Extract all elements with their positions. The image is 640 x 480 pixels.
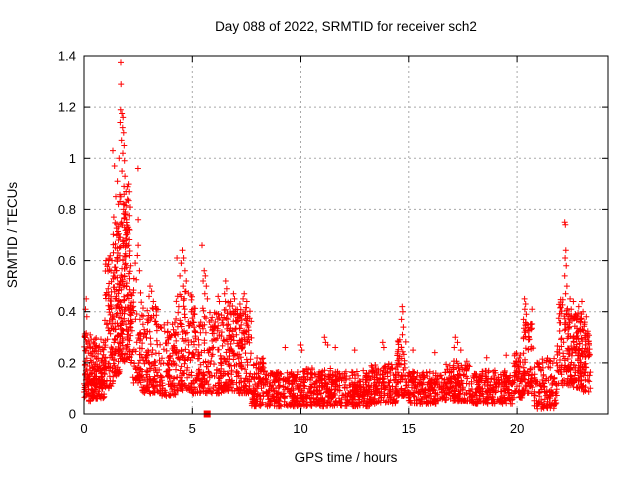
x-tick-label: 0 xyxy=(80,421,87,436)
y-tick-label: 0.4 xyxy=(58,304,76,319)
y-tick-label: 0.2 xyxy=(58,355,76,370)
x-tick-label: 5 xyxy=(189,421,196,436)
y-tick-label: 1.4 xyxy=(58,49,76,64)
axis-tick-labels: 0 5 10 15 20 0 0.2 0.4 0.6 0.8 1 1.2 1.4 xyxy=(58,49,524,437)
axis-ticks xyxy=(83,55,608,415)
y-tick-label: 1 xyxy=(69,151,76,166)
x-tick-label: 10 xyxy=(293,421,307,436)
plot-border xyxy=(83,55,609,415)
x-axis-label: GPS time / hours xyxy=(295,450,398,465)
y-axis-label: SRMTID / TECUs xyxy=(5,182,20,289)
x-tick-label: 15 xyxy=(402,421,416,436)
scatter-plus-markers xyxy=(81,59,594,412)
y-tick-label: 0.8 xyxy=(58,202,76,217)
y-tick-label: 1.2 xyxy=(58,100,76,115)
x-tick-label: 20 xyxy=(510,421,524,436)
y-tick-label: 0.6 xyxy=(58,253,76,268)
chart-title: Day 088 of 2022, SRMTID for receiver sch… xyxy=(215,19,477,34)
y-tick-label: 0 xyxy=(69,407,76,422)
grid-lines xyxy=(84,56,608,414)
data-points xyxy=(81,59,594,412)
